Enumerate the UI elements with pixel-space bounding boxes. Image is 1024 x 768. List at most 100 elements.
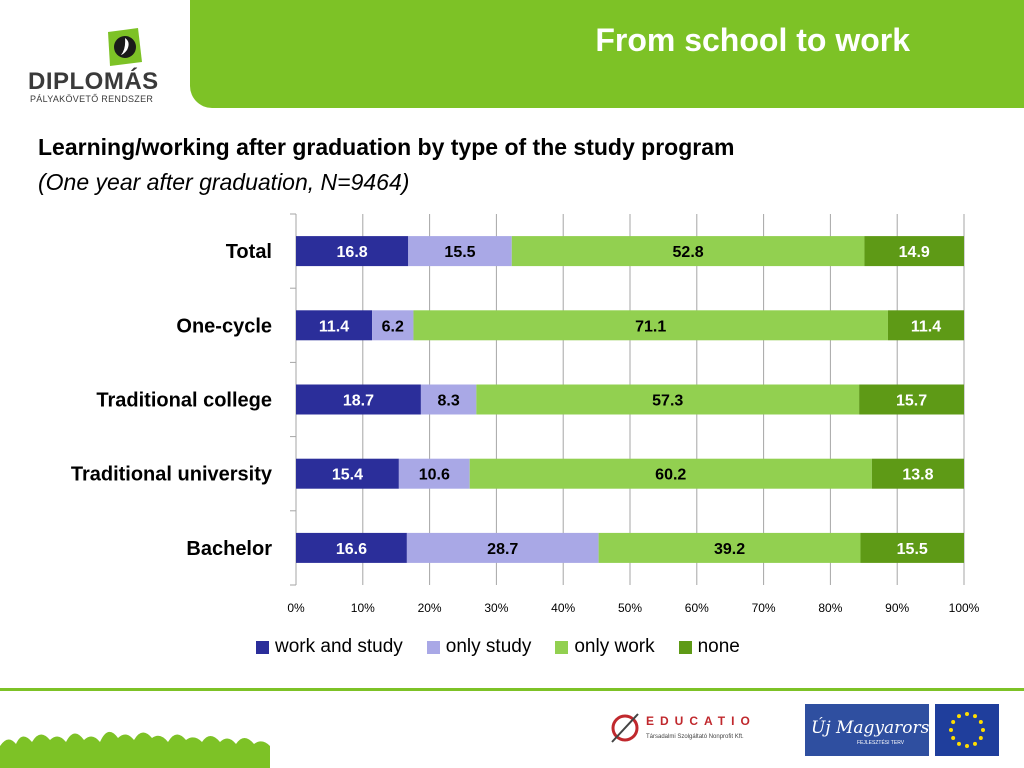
- data-label: 16.8: [337, 244, 368, 261]
- eu-star: [957, 714, 961, 719]
- chart-title: Learning/working after graduation by typ…: [38, 134, 735, 160]
- x-tick-label: 20%: [418, 601, 442, 615]
- legend-swatch: [555, 640, 569, 654]
- legend-item: only study: [426, 636, 532, 658]
- legend-swatch: [426, 640, 440, 654]
- bar-segment: [413, 310, 888, 341]
- legend-swatch: [678, 640, 692, 654]
- x-tick-label: 90%: [885, 601, 909, 615]
- bar-segment: [398, 458, 470, 489]
- category-label: One-cycle: [176, 315, 272, 337]
- footer-divider: [0, 688, 1024, 691]
- bar-segment: [296, 458, 399, 489]
- stacked-bar-chart: 0% 10% 20% 30% 40% 50% 60% 70% 80% 90% 100% Total 16…: [71, 213, 980, 615]
- bar-segment: [598, 532, 861, 563]
- bar-segment: [296, 532, 407, 563]
- eu-star: [951, 736, 956, 740]
- data-label: 6.2: [382, 318, 404, 335]
- educatio-subtitle: Társadalmi Szolgáltató Nonprofit Kft.: [646, 734, 744, 740]
- eu-star: [965, 712, 969, 716]
- logo-mark-icon: [108, 28, 142, 66]
- bar-segment: [408, 236, 512, 267]
- eu-star: [965, 744, 969, 748]
- x-tick-label: 40%: [551, 601, 575, 615]
- bar-segment: [860, 532, 964, 563]
- bar-segment: [469, 458, 872, 489]
- data-label: 18.7: [343, 393, 374, 410]
- data-label: 13.8: [902, 467, 933, 484]
- uj-magyarorszag-subtitle: FEJLESZTÉSI TERV: [857, 740, 905, 746]
- legend-label: none: [697, 636, 740, 657]
- data-label: 28.7: [487, 541, 518, 558]
- logo-name: DIPLOMÁS: [28, 68, 159, 95]
- educatio-mark-icon: [611, 713, 639, 743]
- category-label: Bachelor: [186, 538, 272, 560]
- data-label: 15.5: [444, 244, 475, 261]
- legend-item: none: [678, 636, 740, 658]
- x-tick-label: 10%: [351, 601, 375, 615]
- bar-segment: [476, 384, 860, 415]
- x-tick-label: 60%: [685, 601, 709, 615]
- legend-swatch: [256, 640, 269, 654]
- legend-item: work and study: [256, 636, 403, 658]
- bar-segment: [887, 310, 964, 341]
- graduates-crowd-icon: [0, 731, 270, 768]
- eu-star: [981, 728, 985, 732]
- x-tick-label: 100%: [949, 601, 980, 615]
- legend-label: only study: [445, 636, 532, 657]
- bar-segment: [372, 310, 414, 341]
- uj-magyarorszag-logo: Új Magyarország FEJLESZTÉSI TERV: [805, 704, 959, 756]
- data-label: 14.9: [899, 244, 930, 261]
- category-label: Total: [226, 241, 272, 263]
- data-label: 60.2: [655, 467, 686, 484]
- legend-label: work and study: [275, 636, 403, 657]
- data-label: 15.5: [897, 541, 928, 558]
- bar-segment: [296, 310, 373, 341]
- legend-label: only work: [574, 636, 655, 657]
- uj-magyarorszag-text: Új Magyarország: [811, 718, 960, 738]
- eu-flag-icon: [935, 704, 999, 756]
- eu-star: [951, 720, 956, 724]
- data-label: 15.4: [332, 467, 363, 484]
- x-tick-label: 80%: [818, 601, 842, 615]
- diplomas-logo: DIPLOMÁS PÁLYAKÖVETŐ RENDSZER: [28, 28, 168, 108]
- data-label: 11.4: [319, 318, 349, 335]
- category-label: Traditional university: [71, 464, 273, 486]
- slide-title: From school to work: [595, 22, 910, 58]
- bar-segment: [871, 458, 964, 489]
- educatio-logo: EDUCATIO Társadalmi Szolgáltató Nonprofi…: [606, 706, 776, 752]
- educatio-name: EDUCATIO: [646, 714, 756, 728]
- bar-segment: [296, 236, 409, 267]
- eu-star: [978, 736, 983, 740]
- x-tick-label: 50%: [618, 601, 642, 615]
- data-label: 15.7: [896, 393, 927, 410]
- x-tick-label: 30%: [484, 601, 508, 615]
- chart-legend: work and study only study only work none: [256, 636, 740, 658]
- data-label: 8.3: [438, 393, 460, 410]
- eu-star: [973, 741, 977, 746]
- data-label: 10.6: [419, 467, 450, 484]
- data-label: 57.3: [652, 393, 683, 410]
- legend-item: only work: [555, 636, 655, 658]
- eu-star: [949, 728, 953, 732]
- eu-star: [978, 720, 983, 724]
- bar-segment: [859, 384, 964, 415]
- data-label: 39.2: [714, 541, 745, 558]
- bar-segment: [511, 236, 865, 267]
- data-label: 11.4: [911, 318, 941, 335]
- data-label: 71.1: [635, 318, 666, 335]
- bar-segment: [296, 384, 421, 415]
- eu-star: [973, 714, 977, 719]
- x-tick-label: 0%: [287, 601, 305, 615]
- x-tick-label: 70%: [752, 601, 776, 615]
- bar-segment: [864, 236, 964, 267]
- logo-subtitle: PÁLYAKÖVETŐ RENDSZER: [30, 94, 154, 104]
- eu-star: [957, 741, 961, 746]
- category-label: Traditional college: [96, 390, 272, 412]
- data-label: 52.8: [673, 244, 704, 261]
- header-band: [190, 0, 1024, 108]
- chart-subtitle: (One year after graduation, N=9464): [38, 169, 410, 195]
- bar-segment: [406, 532, 599, 563]
- data-label: 16.6: [336, 541, 367, 558]
- bar-segment: [420, 384, 477, 415]
